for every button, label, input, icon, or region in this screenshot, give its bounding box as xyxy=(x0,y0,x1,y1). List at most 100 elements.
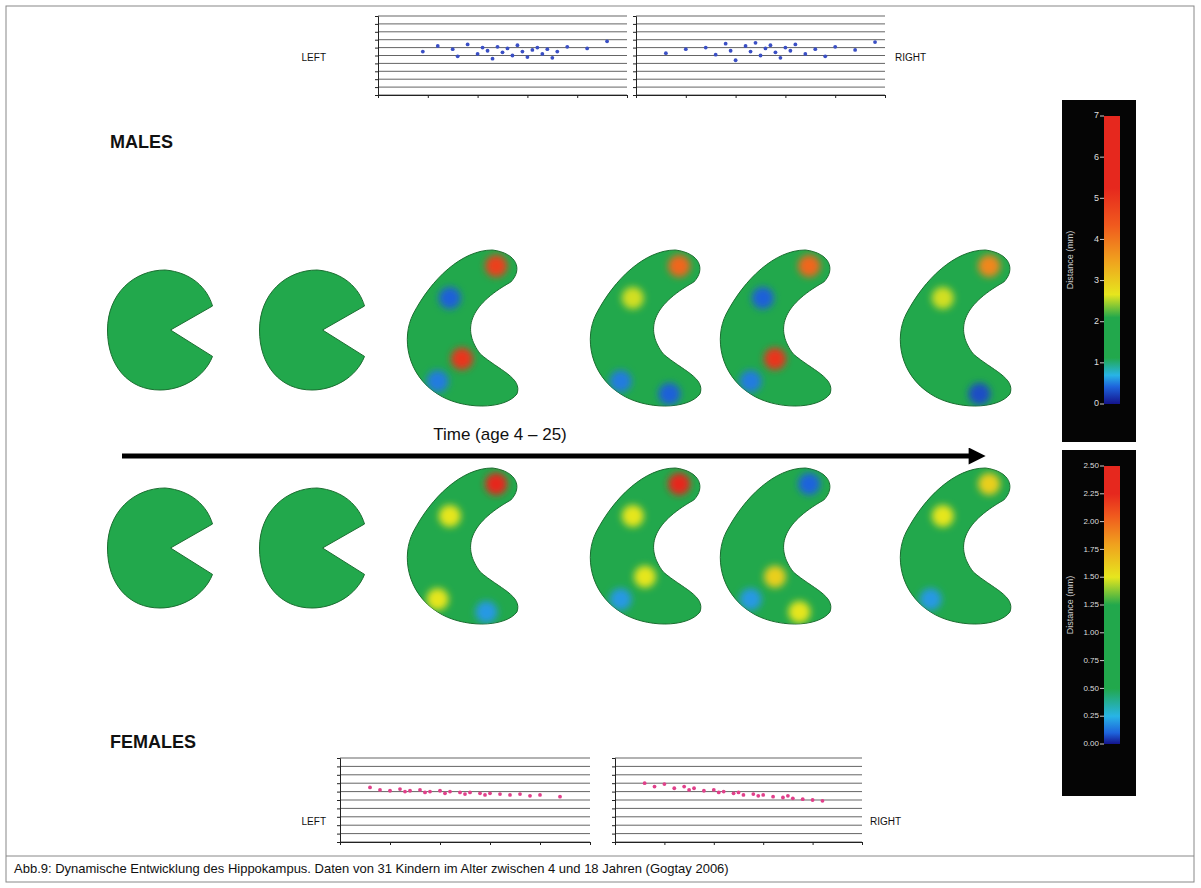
colorbar-panel xyxy=(1062,100,1136,442)
point xyxy=(729,49,733,53)
point xyxy=(483,793,487,797)
point xyxy=(486,49,490,53)
surface-base xyxy=(108,488,213,608)
tick-mark xyxy=(633,16,636,17)
grid-line xyxy=(340,783,590,784)
time-arrow xyxy=(122,454,972,459)
points xyxy=(664,40,877,62)
panel-title: RIGHT xyxy=(870,816,901,827)
point xyxy=(368,786,372,790)
point xyxy=(506,46,510,50)
surface-base xyxy=(407,468,518,624)
point xyxy=(540,52,544,56)
axis-line xyxy=(375,17,379,96)
tick xyxy=(375,48,378,49)
tick-mark xyxy=(633,56,636,57)
grid-line xyxy=(615,758,862,759)
tick xyxy=(633,63,636,64)
hippocampus xyxy=(720,250,831,406)
tick xyxy=(633,79,636,80)
surface-base xyxy=(720,250,831,406)
point xyxy=(491,57,495,61)
grid-line xyxy=(378,23,627,24)
y-axis xyxy=(375,17,379,96)
tick xyxy=(337,817,340,818)
tick-mark xyxy=(375,48,378,49)
x-axis xyxy=(616,842,863,845)
heat-spot xyxy=(634,566,656,588)
tick xyxy=(375,32,378,33)
tick xyxy=(633,48,636,49)
tick xyxy=(590,842,591,845)
grid-line xyxy=(636,31,885,32)
hippocampus xyxy=(900,468,1011,624)
tick xyxy=(714,842,715,845)
x-axis xyxy=(341,842,591,845)
hippocampus xyxy=(260,270,365,390)
colorbar-title: Distance (mm) xyxy=(1065,231,1075,290)
point xyxy=(403,790,407,794)
hippocampus xyxy=(720,468,831,624)
tick xyxy=(375,24,378,25)
axis-line xyxy=(637,96,886,99)
point xyxy=(488,791,492,795)
heat-spot xyxy=(668,473,690,495)
colorbar-tick-label: 5 xyxy=(1094,193,1099,203)
tick-mark xyxy=(686,95,687,98)
panel-title: LEFT xyxy=(302,816,326,827)
tick xyxy=(612,800,615,801)
tick xyxy=(633,56,636,57)
tick xyxy=(540,842,541,845)
hippocampus xyxy=(260,488,365,608)
surface-spots xyxy=(932,255,1000,405)
tick xyxy=(337,800,340,801)
tick-mark xyxy=(633,71,636,72)
tick-mark xyxy=(633,95,636,96)
colorbar-tick xyxy=(1100,521,1104,522)
tick xyxy=(633,95,636,96)
tick-mark xyxy=(612,808,615,809)
point xyxy=(463,792,467,796)
point xyxy=(458,791,462,795)
point xyxy=(388,789,392,793)
grid-line xyxy=(615,816,862,817)
tick-mark xyxy=(337,783,340,784)
colorbar: 0.000.250.500.751.001.251.501.752.002.25… xyxy=(1062,450,1136,796)
surface-row xyxy=(108,468,1011,624)
axis-line xyxy=(612,759,616,843)
grid-line xyxy=(636,71,885,72)
point xyxy=(664,51,668,55)
point xyxy=(428,790,432,794)
colorbar-tick xyxy=(1100,157,1104,158)
heat-spot xyxy=(764,348,786,370)
grid-line xyxy=(615,783,862,784)
surface-base xyxy=(900,250,1011,406)
colorbar-panel xyxy=(1062,450,1136,796)
colorbar-tick-label: 1.00 xyxy=(1083,628,1099,637)
tick-mark xyxy=(440,842,441,845)
colorbar-tick xyxy=(1100,321,1104,322)
tick-mark xyxy=(633,24,636,25)
tick-mark xyxy=(337,766,340,767)
tick xyxy=(664,842,665,845)
point xyxy=(516,43,520,47)
point xyxy=(528,794,532,798)
colorbar: 01234567Distance (mm) xyxy=(1062,100,1136,442)
tick xyxy=(686,95,687,98)
heat-spot xyxy=(788,601,810,623)
point xyxy=(456,54,460,58)
grid-line xyxy=(615,800,862,801)
axis-line xyxy=(616,843,863,846)
tick xyxy=(633,87,636,88)
heat-spot xyxy=(978,255,1000,277)
point xyxy=(558,795,562,799)
heat-spot xyxy=(668,255,690,277)
caption: Abb.9: Dynamische Entwicklung des Hippok… xyxy=(14,861,729,876)
grid-line xyxy=(340,825,590,826)
colorbar-tick-label: 2.25 xyxy=(1083,489,1099,498)
point xyxy=(478,791,482,795)
tick-mark xyxy=(612,842,615,843)
tick-mark xyxy=(612,817,615,818)
point xyxy=(663,782,667,786)
heat-spot xyxy=(978,473,1000,495)
